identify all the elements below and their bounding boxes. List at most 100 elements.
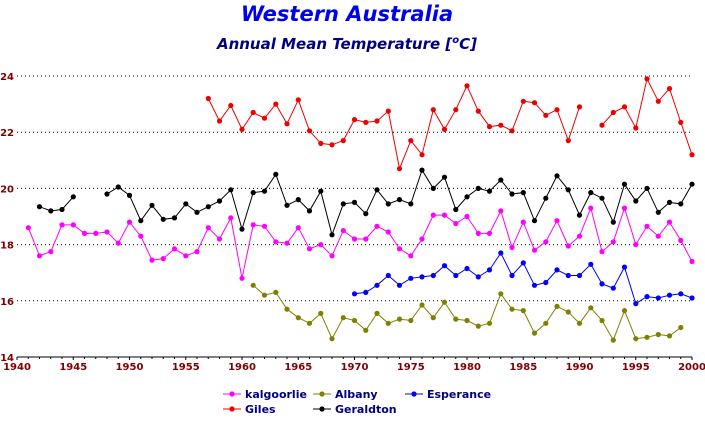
data-point [318, 140, 324, 146]
data-point [554, 303, 560, 309]
data-point [666, 219, 673, 225]
y-tick-label: 16 [0, 297, 14, 308]
data-point [228, 215, 234, 221]
data-point [588, 305, 594, 311]
x-tick-label: 1985 [509, 362, 537, 373]
data-point [599, 281, 605, 287]
data-point [351, 117, 358, 123]
data-point [644, 76, 650, 82]
data-point [205, 225, 211, 231]
data-point [160, 216, 166, 222]
data-point [509, 128, 515, 134]
legend-item-albany: Albany [313, 388, 378, 401]
data-point [419, 302, 425, 308]
data-point [633, 301, 639, 307]
data-point [126, 192, 133, 198]
data-point [678, 324, 684, 331]
data-point [385, 229, 391, 235]
data-point [25, 225, 31, 231]
data-point [273, 239, 279, 245]
data-point [621, 205, 628, 211]
data-point [284, 240, 290, 246]
data-point [610, 219, 616, 225]
data-point [655, 209, 661, 215]
data-point [554, 267, 560, 273]
data-point [374, 187, 380, 193]
data-point [621, 308, 628, 314]
data-point [216, 198, 223, 204]
y-tick-label: 24 [0, 72, 14, 83]
data-point [138, 233, 144, 239]
data-point [363, 236, 369, 242]
series-line [39, 196, 74, 212]
data-point [396, 316, 403, 322]
data-point [385, 201, 391, 207]
legend-item-esperance: Esperance [405, 388, 491, 401]
data-point [531, 218, 538, 224]
data-point [261, 223, 268, 229]
legend-swatch-marker [411, 391, 417, 397]
data-point [678, 237, 684, 243]
data-point [396, 246, 403, 252]
data-point [441, 263, 448, 269]
data-point [576, 320, 583, 326]
legend-swatch-marker [229, 391, 235, 397]
data-point [543, 112, 549, 118]
data-point [588, 190, 594, 196]
chart-subtitle-end: C] [459, 35, 477, 53]
data-point [486, 188, 493, 194]
data-point [228, 187, 234, 193]
data-point [498, 291, 504, 297]
data-point [621, 264, 628, 270]
data-point [610, 337, 616, 343]
data-point [678, 201, 684, 207]
data-point [329, 142, 335, 148]
data-point [408, 317, 414, 324]
data-point [441, 299, 448, 305]
chart-subtitle: Annual Mean Temperature [oC] [216, 35, 477, 53]
data-point [250, 282, 256, 288]
data-point [48, 208, 54, 214]
data-point [509, 191, 515, 197]
series-albany [250, 282, 684, 343]
data-point [36, 253, 43, 259]
data-point [250, 222, 256, 228]
data-point [183, 201, 189, 207]
data-point [543, 239, 549, 245]
data-point [599, 195, 605, 201]
data-point [295, 315, 301, 321]
series-esperance [351, 250, 695, 307]
data-point [408, 138, 414, 144]
data-point [565, 138, 571, 144]
data-point [599, 122, 605, 128]
data-point [509, 306, 515, 312]
data-point [599, 249, 605, 255]
data-point [441, 212, 448, 218]
data-point [363, 327, 369, 333]
data-point [689, 258, 695, 265]
data-point [554, 218, 560, 224]
data-point [621, 104, 628, 110]
data-point [374, 310, 380, 316]
data-point [610, 239, 616, 245]
data-point [610, 285, 616, 291]
data-point [543, 279, 549, 286]
x-tick-label: 2000 [678, 362, 705, 373]
data-point [565, 243, 571, 249]
data-point [183, 253, 189, 259]
data-point [216, 118, 223, 124]
data-point [284, 121, 290, 127]
data-point [554, 173, 560, 179]
data-point [194, 249, 200, 255]
data-point [588, 205, 594, 211]
data-point [520, 190, 526, 196]
data-point [385, 272, 391, 279]
series-line [252, 284, 682, 342]
chart-subtitle-main: Annual Mean Temperature [ [216, 35, 452, 53]
data-point [205, 95, 211, 102]
data-point [633, 336, 639, 342]
data-point [228, 102, 234, 109]
data-point [261, 115, 268, 121]
data-point [396, 282, 403, 288]
data-point [329, 336, 335, 342]
